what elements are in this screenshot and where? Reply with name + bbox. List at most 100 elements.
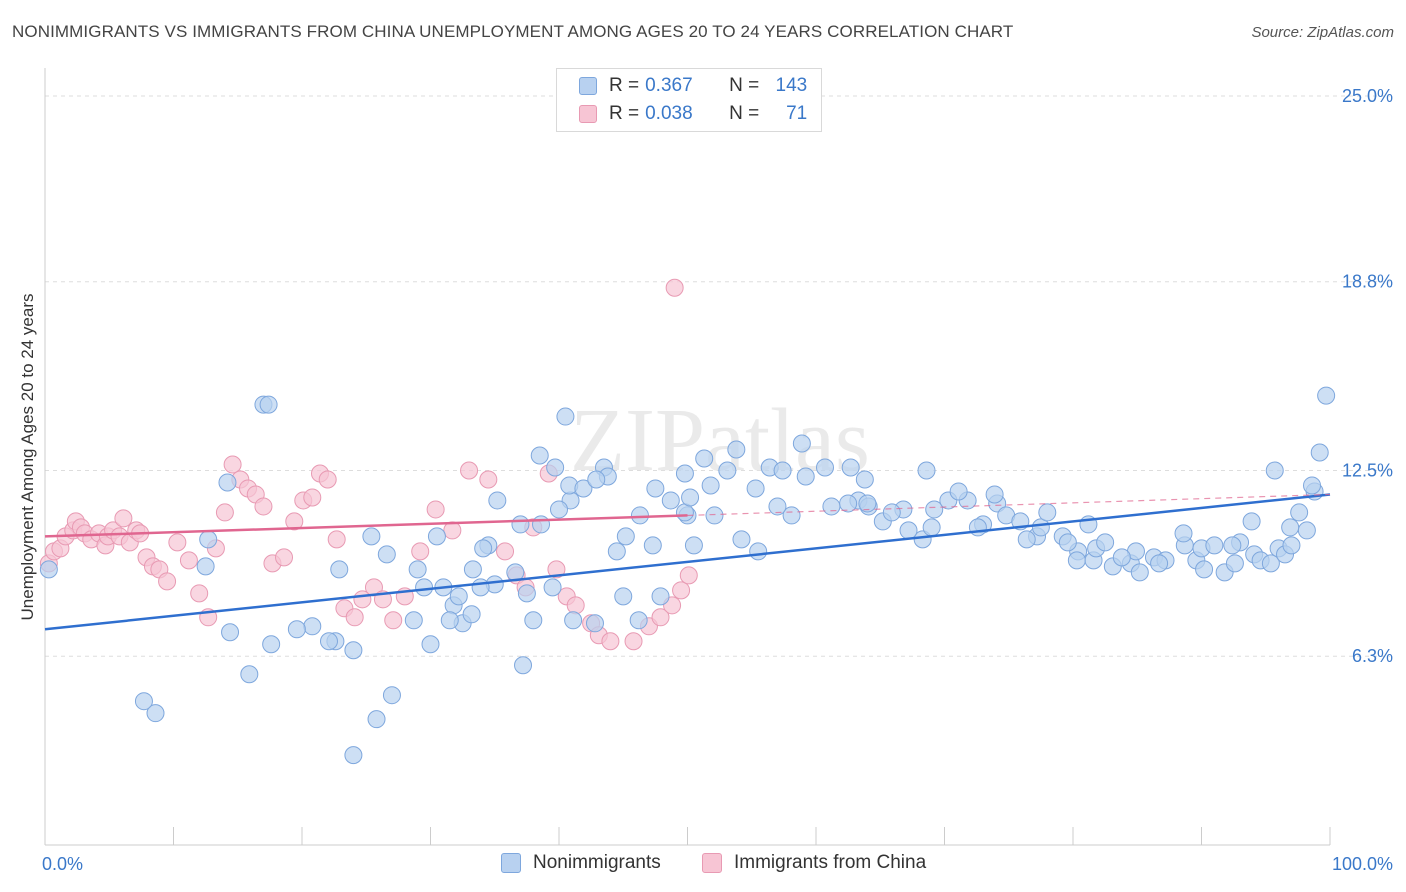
nonimmigrant-point — [287, 620, 306, 639]
r-label: R = — [609, 75, 640, 96]
nonimmigrant-point — [196, 557, 215, 576]
nonimmigrant-point — [1303, 476, 1322, 495]
nonimmigrant-point — [1067, 551, 1086, 570]
nonimmigrant-point — [882, 503, 901, 522]
nonimmigrant-point — [344, 641, 363, 660]
nonimmigrant-point — [841, 458, 860, 477]
nonimmigrant-point — [1031, 518, 1050, 537]
china-point — [254, 497, 273, 516]
nonimmigrant-point — [221, 623, 240, 642]
nonimmigrant-point — [792, 434, 811, 453]
nonimmigrant-point — [1265, 461, 1284, 480]
nonimmigrant-point — [1174, 524, 1193, 543]
legend-swatch-pink — [579, 105, 597, 123]
nonimmigrant-point — [913, 530, 932, 549]
nonimmigrant-point — [651, 587, 670, 606]
nonimmigrant-point — [773, 461, 792, 480]
nonimmigrant-point — [1195, 560, 1214, 579]
nonimmigrant-point — [643, 536, 662, 555]
nonimmigrant-point — [543, 578, 562, 597]
legend-item-nonimmigrants[interactable]: Nonimmigrants — [501, 852, 661, 874]
nonimmigrant-point — [1282, 536, 1301, 555]
nonimmigrant-point — [749, 542, 768, 561]
nonimmigrant-point — [732, 530, 751, 549]
nonimmigrant-point — [262, 635, 281, 654]
nonimmigrant-trend-line — [44, 493, 1331, 631]
nonimmigrant-point — [1261, 554, 1280, 573]
nonimmigrant-point — [146, 704, 165, 723]
nonimmigrant-point — [199, 530, 218, 549]
nonimmigrant-point — [1223, 536, 1242, 555]
nonimmigrant-point — [607, 542, 626, 561]
china-trend-line — [44, 514, 688, 538]
nonimmigrant-point — [1038, 503, 1057, 522]
nonimmigrant-point — [630, 506, 649, 525]
nonimmigrant-point — [362, 527, 381, 546]
legend-row-china: R = 0.038 N = 71 — [579, 101, 807, 127]
tick-labels: 6.3% 12.5% 18.8% 25.0% 0.0% 100.0% — [42, 86, 1393, 874]
nonimmigrant-point — [474, 539, 493, 558]
nonimmigrant-point — [855, 470, 874, 489]
nonimmigrant-point — [415, 578, 434, 597]
nonimmigrant-point — [471, 578, 490, 597]
axes — [44, 68, 1331, 846]
nonimmigrant-point — [681, 488, 700, 507]
y-tick-label: 12.5% — [1342, 460, 1393, 480]
nonimmigrant-point — [259, 395, 278, 414]
nonimmigrant-point — [968, 518, 987, 537]
nonimmigrant-point — [614, 587, 633, 606]
nonimmigrant-point — [514, 656, 533, 675]
nonimmigrant-point — [718, 461, 737, 480]
nonimmigrant-point — [782, 506, 801, 525]
r-label: R = — [609, 103, 640, 124]
china-point — [223, 455, 242, 474]
china-points — [39, 278, 698, 651]
nonimmigrant-point — [675, 503, 694, 522]
nonimmigrant-point — [511, 515, 530, 534]
nonimmigrant-point — [524, 611, 543, 630]
nonimmigrant-point — [440, 611, 459, 630]
nonimmigrant-point — [587, 470, 606, 489]
nonimmigrant-point — [1290, 503, 1309, 522]
china-point — [651, 608, 670, 627]
nonimmigrant-point — [427, 527, 446, 546]
china-point — [479, 470, 498, 489]
n-label: N = — [729, 75, 760, 96]
nonimmigrant-point — [382, 686, 401, 705]
nonimmigrant-point — [532, 515, 551, 534]
nonimmigrant-point — [546, 458, 565, 477]
nonimmigrant-point — [1297, 521, 1316, 540]
nonimmigrant-point — [550, 500, 568, 519]
nonimmigrant-point — [675, 464, 694, 483]
nonimmigrant-point — [705, 506, 724, 525]
nonimmigrant-point — [421, 635, 440, 654]
x-tick-label: 0.0% — [42, 854, 83, 874]
source-credit: Source: ZipAtlas.com — [1251, 24, 1394, 41]
nonimmigrant-point — [408, 560, 427, 579]
nonimmigrant-point — [1225, 554, 1244, 573]
x-tick-label: 100.0% — [1332, 854, 1393, 874]
nonimmigrant-point — [695, 449, 714, 468]
nonimmigrant-point — [796, 467, 815, 486]
nonimmigrant-point — [344, 746, 363, 765]
series-legend: Nonimmigrants Immigrants from China — [0, 852, 1406, 878]
n-label: N = — [729, 103, 760, 124]
china-point — [114, 509, 133, 528]
china-point — [285, 512, 304, 531]
legend-item-china[interactable]: Immigrants from China — [702, 852, 926, 874]
nonimmigrant-point — [661, 491, 680, 510]
nonimmigrant-point — [616, 527, 635, 546]
stats-legend: R = 0.367 N = 143 R = 0.038 N = 71 — [556, 68, 822, 132]
china-point — [460, 461, 479, 480]
nonimmigrant-point — [768, 497, 787, 516]
china-point — [318, 470, 337, 489]
china-point — [411, 542, 430, 561]
nonimmigrant-point — [564, 611, 583, 630]
nonimmigrant-point — [1096, 533, 1115, 552]
nonimmigrant-point — [488, 491, 507, 510]
y-tick-label: 6.3% — [1352, 646, 1393, 666]
y-tick-label: 18.8% — [1342, 272, 1393, 292]
nonimmigrant-point — [985, 485, 1004, 504]
nonimmigrant-point — [1281, 518, 1300, 537]
